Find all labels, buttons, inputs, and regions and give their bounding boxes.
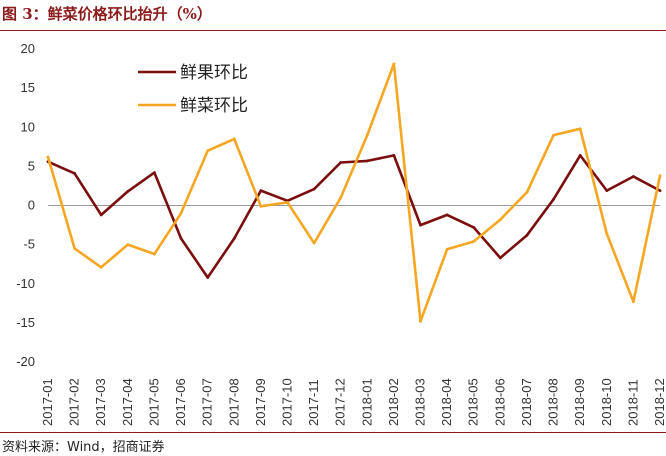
data-point bbox=[365, 133, 369, 137]
data-point bbox=[605, 189, 609, 193]
x-tick-label: 2017-08 bbox=[226, 378, 241, 426]
data-point bbox=[312, 187, 316, 191]
data-point bbox=[153, 252, 156, 256]
x-tick-label: 2017-11 bbox=[306, 379, 321, 426]
x-tick-label: 2018-12 bbox=[652, 378, 666, 426]
data-point bbox=[232, 137, 236, 141]
x-tick-label: 2018-06 bbox=[492, 378, 507, 426]
y-tick-label: -10 bbox=[16, 276, 35, 291]
data-point bbox=[99, 265, 103, 269]
data-point bbox=[445, 213, 449, 217]
data-point bbox=[578, 127, 582, 131]
data-point bbox=[73, 172, 76, 175]
data-point bbox=[472, 226, 476, 229]
data-point bbox=[126, 190, 130, 193]
chart-axes: 20 15 10 5 0 -5 -10 -15 -20 2017-01 2017-02 2017-03… bbox=[16, 41, 666, 426]
legend-label: 鲜菜环比 bbox=[180, 96, 248, 116]
x-tick-label: 2018-01 bbox=[359, 378, 374, 426]
data-point bbox=[552, 133, 555, 137]
x-tick-label: 2017-06 bbox=[173, 378, 188, 426]
x-tick-label: 2017-05 bbox=[146, 378, 161, 426]
x-tick-label: 2017-07 bbox=[200, 378, 215, 426]
data-point bbox=[578, 154, 582, 157]
data-point bbox=[392, 62, 396, 66]
x-tick-label: 2017-03 bbox=[93, 378, 108, 426]
footer-divider bbox=[0, 432, 666, 433]
data-point bbox=[498, 256, 502, 260]
y-tick-label: 5 bbox=[28, 158, 35, 173]
x-tick-label: 2018-02 bbox=[386, 378, 401, 426]
data-point bbox=[259, 189, 263, 193]
data-point bbox=[365, 159, 369, 163]
data-point bbox=[312, 241, 316, 245]
data-point bbox=[419, 319, 422, 323]
x-tick-label: 2018-04 bbox=[439, 378, 454, 426]
data-point bbox=[525, 233, 529, 237]
x-tick-label: 2017-09 bbox=[253, 378, 268, 426]
x-tick-label: 2017-02 bbox=[67, 378, 82, 426]
chart-title: 图 3：鲜菜价格环比抬升（%） bbox=[2, 5, 212, 23]
data-point bbox=[419, 223, 422, 227]
line-chart: 20 15 10 5 0 -5 -10 -15 -20 2017-01 2017-02 2017-03… bbox=[16, 41, 666, 426]
data-point bbox=[179, 237, 183, 240]
data-point bbox=[232, 237, 236, 240]
data-point bbox=[206, 149, 210, 153]
y-tick-label: -20 bbox=[16, 354, 35, 369]
data-point bbox=[392, 154, 396, 157]
data-point bbox=[46, 155, 50, 159]
data-point bbox=[632, 300, 635, 304]
x-tick-label: 2017-04 bbox=[120, 378, 135, 426]
series-line-0 bbox=[47, 154, 661, 279]
title-divider bbox=[0, 30, 666, 31]
data-point bbox=[525, 190, 529, 194]
y-tick-label: -5 bbox=[23, 237, 35, 252]
x-tick-label: 2017-12 bbox=[333, 378, 348, 426]
data-point bbox=[286, 201, 289, 204]
data-point bbox=[658, 189, 662, 193]
series-line-1 bbox=[46, 62, 662, 323]
y-tick-label: -15 bbox=[16, 315, 35, 330]
y-tick-label: 20 bbox=[21, 41, 35, 56]
data-point bbox=[339, 161, 343, 164]
data-point bbox=[73, 247, 76, 250]
chart-series bbox=[46, 62, 662, 323]
data-point bbox=[658, 174, 662, 178]
data-point bbox=[339, 196, 343, 200]
data-point bbox=[126, 243, 130, 247]
y-tick-label: 0 bbox=[28, 198, 35, 213]
data-point bbox=[445, 247, 449, 251]
x-tick-label: 2017-10 bbox=[279, 378, 294, 426]
x-tick-label: 2018-09 bbox=[572, 378, 587, 426]
legend-label: 鲜果环比 bbox=[180, 63, 248, 83]
x-tick-label: 2017-01 bbox=[40, 378, 55, 426]
data-point bbox=[552, 197, 555, 201]
data-point bbox=[498, 218, 502, 222]
x-tick-label: 2018-05 bbox=[466, 378, 481, 426]
data-point bbox=[206, 276, 210, 279]
data-point bbox=[259, 204, 263, 208]
data-point bbox=[179, 211, 183, 215]
y-tick-label: 15 bbox=[21, 80, 35, 95]
x-tick-label: 2018-10 bbox=[599, 378, 614, 426]
x-tick-label: 2018-08 bbox=[546, 378, 561, 426]
data-point bbox=[632, 175, 635, 178]
x-tick-label: 2018-03 bbox=[413, 378, 428, 426]
source-note: 资料来源：Wind，招商证券 bbox=[2, 440, 165, 455]
x-tick-label: 2018-11 bbox=[625, 379, 640, 426]
data-point bbox=[605, 232, 609, 236]
data-point bbox=[99, 213, 103, 217]
data-point bbox=[153, 171, 156, 175]
x-tick-label: 2018-07 bbox=[519, 378, 534, 426]
data-point bbox=[472, 240, 476, 243]
y-tick-label: 10 bbox=[21, 119, 35, 134]
